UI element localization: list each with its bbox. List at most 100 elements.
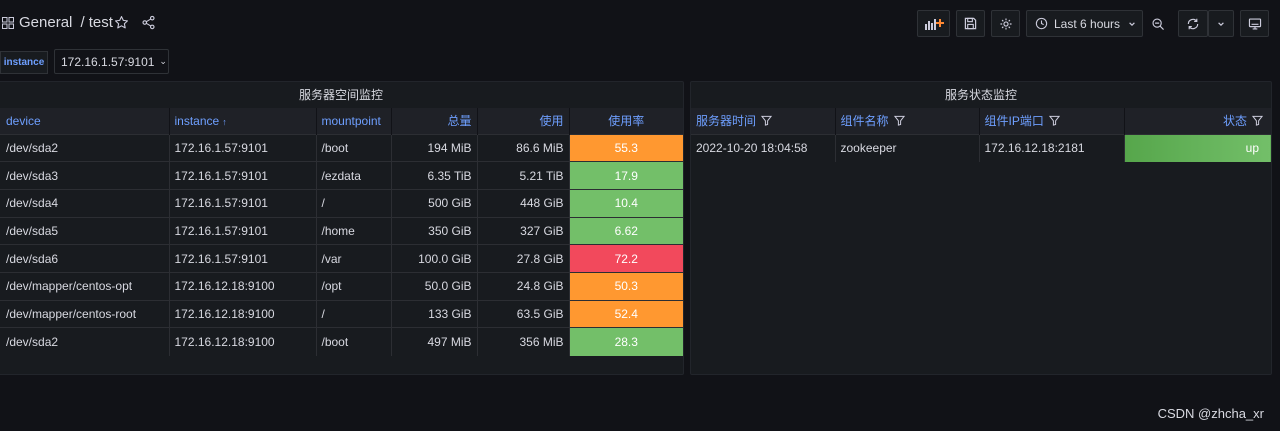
status-cell: up xyxy=(1124,133,1271,162)
usage-rate-cell: 72.2 xyxy=(569,244,683,273)
used-cell: 86.6 MiB xyxy=(477,133,570,162)
component-ip-port-cell: 172.16.12.18:2181 xyxy=(979,133,1125,162)
total-cell: 6.35 TiB xyxy=(391,161,478,190)
table-header-row: 服务器时间 组件名称 组件IP端口 状态 xyxy=(691,108,1271,134)
table-row: /dev/sda6 172.16.1.57:9101/var 100.0 GiB 27… xyxy=(0,244,683,273)
instance-cell: 172.16.1.57:9101 xyxy=(169,188,317,218)
instance-cell: 172.16.12.18:9100 xyxy=(169,299,317,328)
device-cell: /dev/sda4 xyxy=(0,188,170,218)
column-header-total[interactable]: 总量 xyxy=(391,108,478,134)
instance-cell: 172.16.1.57:9101 xyxy=(169,216,317,245)
panel-title[interactable]: 服务状态监控 xyxy=(944,88,1017,102)
breadcrumb-folder[interactable]: General xyxy=(19,14,73,31)
device-cell: /dev/sda5 xyxy=(0,216,170,245)
variable-label: instance xyxy=(0,51,48,74)
usage-rate-cell: 50.3 xyxy=(569,271,683,301)
filter-icon[interactable] xyxy=(761,115,773,127)
zoom-out-icon xyxy=(1152,17,1164,30)
component-name-cell: zookeeper xyxy=(835,133,980,162)
service-status-table-body: 2022-10-20 18:04:58 zookeeper 172.16.12.18… xyxy=(691,133,1271,162)
instance-variable-select[interactable]: 172.16.1.57:9101 ⌄ xyxy=(54,49,169,74)
zoom-out-button[interactable] xyxy=(1144,10,1172,37)
view-mode-button[interactable] xyxy=(1240,10,1269,37)
device-cell: /dev/mapper/centos-opt xyxy=(0,271,170,301)
device-cell: /dev/mapper/centos-root xyxy=(0,299,170,328)
instance-cell: 172.16.12.18:9100 xyxy=(169,327,317,356)
gear-icon xyxy=(999,17,1012,30)
column-header-server-time[interactable]: 服务器时间 xyxy=(691,108,836,134)
total-cell: 497 MiB xyxy=(391,327,478,356)
table-row: /dev/mapper/centos-opt 172.16.12.18:9100/… xyxy=(0,271,683,301)
watermark: CSDN @zhcha_xr xyxy=(1157,406,1264,421)
column-header-usage-rate[interactable]: 使用率 xyxy=(569,108,683,134)
star-icon[interactable] xyxy=(114,15,129,30)
disk-space-panel: 服务器空间监控 device instance ↑ mountpoint 总量 使… xyxy=(0,81,684,375)
save-icon xyxy=(964,17,977,30)
column-header-status[interactable]: 状态 xyxy=(1124,108,1271,134)
instance-cell: 172.16.1.57:9101 xyxy=(169,161,317,190)
device-cell: /dev/sda2 xyxy=(0,133,170,162)
column-header-component-name[interactable]: 组件名称 xyxy=(835,108,980,134)
mountpoint-cell: /boot xyxy=(316,327,392,356)
refresh-icon xyxy=(1187,18,1199,29)
mountpoint-cell: / xyxy=(316,188,392,218)
top-navbar: General / test xyxy=(0,0,1280,46)
column-header-mountpoint[interactable]: mountpoint xyxy=(316,108,392,134)
total-cell: 500 GiB xyxy=(391,188,478,218)
breadcrumb-dashboard[interactable]: test xyxy=(88,14,113,31)
table-row: /dev/sda2 172.16.1.57:9101/boot 194 MiB 86.… xyxy=(0,133,683,162)
mountpoint-cell: /ezdata xyxy=(316,161,392,190)
usage-rate-cell: 52.4 xyxy=(569,299,683,328)
refresh-button[interactable] xyxy=(1178,10,1208,37)
instance-variable-value: 172.16.1.57:9101 xyxy=(61,54,155,69)
monitor-icon xyxy=(1248,17,1261,30)
device-cell: /dev/sda6 xyxy=(0,244,170,273)
usage-rate-cell: 10.4 xyxy=(569,188,683,218)
column-header-device[interactable]: device xyxy=(0,108,170,134)
usage-rate-cell: 28.3 xyxy=(569,327,683,356)
panel-title[interactable]: 服务器空间监控 xyxy=(298,88,383,102)
filter-icon[interactable] xyxy=(1252,115,1263,127)
server-time-cell: 2022-10-20 18:04:58 xyxy=(691,133,836,162)
apps-grid-icon[interactable] xyxy=(2,17,14,29)
used-cell: 327 GiB xyxy=(477,216,570,245)
dashboard-settings-button[interactable] xyxy=(991,10,1020,37)
chevron-down-icon: ⌄ xyxy=(159,56,167,66)
refresh-interval-dropdown[interactable] xyxy=(1208,10,1234,37)
table-row: /dev/sda4 172.16.1.57:9101/500 GiB 448 GiB… xyxy=(0,188,683,218)
used-cell: 356 MiB xyxy=(477,327,570,356)
mountpoint-cell: / xyxy=(316,299,392,328)
share-icon[interactable] xyxy=(141,15,156,30)
breadcrumb: General / test xyxy=(19,14,113,31)
table-header-row: device instance ↑ mountpoint 总量 使用 使用率 xyxy=(0,108,683,134)
used-cell: 5.21 TiB xyxy=(477,161,570,190)
breadcrumb-separator: / xyxy=(80,14,85,31)
column-header-component-ip-port[interactable]: 组件IP端口 xyxy=(979,108,1125,134)
disk-space-table: device instance ↑ mountpoint 总量 使用 使用率 /d… xyxy=(0,108,683,356)
column-header-instance[interactable]: instance ↑ xyxy=(169,108,317,134)
mountpoint-cell: /var xyxy=(316,244,392,273)
chevron-down-icon xyxy=(1218,21,1224,26)
used-cell: 27.8 GiB xyxy=(477,244,570,273)
table-row: /dev/mapper/centos-root 172.16.12.18:9100… xyxy=(0,299,683,328)
usage-rate-cell: 55.3 xyxy=(569,133,683,162)
total-cell: 50.0 GiB xyxy=(391,271,478,301)
filter-icon[interactable] xyxy=(893,115,905,127)
device-cell: /dev/sda3 xyxy=(0,161,170,190)
table-row: /dev/sda3 172.16.1.57:9101/ezdata 6.35 TiB… xyxy=(0,161,683,190)
filter-icon[interactable] xyxy=(1048,115,1060,127)
time-range-label: Last 6 hours xyxy=(1054,16,1121,31)
save-dashboard-button[interactable] xyxy=(956,10,985,37)
add-panel-icon xyxy=(924,18,944,30)
usage-rate-cell: 6.62 xyxy=(569,216,683,245)
table-row: /dev/sda2 172.16.12.18:9100/boot 497 MiB 35… xyxy=(0,327,683,356)
total-cell: 133 GiB xyxy=(391,299,478,328)
device-cell: /dev/sda2 xyxy=(0,327,170,356)
sort-ascending-icon: ↑ xyxy=(222,116,227,127)
add-panel-button[interactable] xyxy=(917,10,950,37)
column-header-used[interactable]: 使用 xyxy=(477,108,570,134)
instance-cell: 172.16.1.57:9101 xyxy=(169,244,317,273)
used-cell: 448 GiB xyxy=(477,188,570,218)
used-cell: 24.8 GiB xyxy=(477,271,570,301)
time-range-picker[interactable]: Last 6 hours xyxy=(1026,10,1143,37)
